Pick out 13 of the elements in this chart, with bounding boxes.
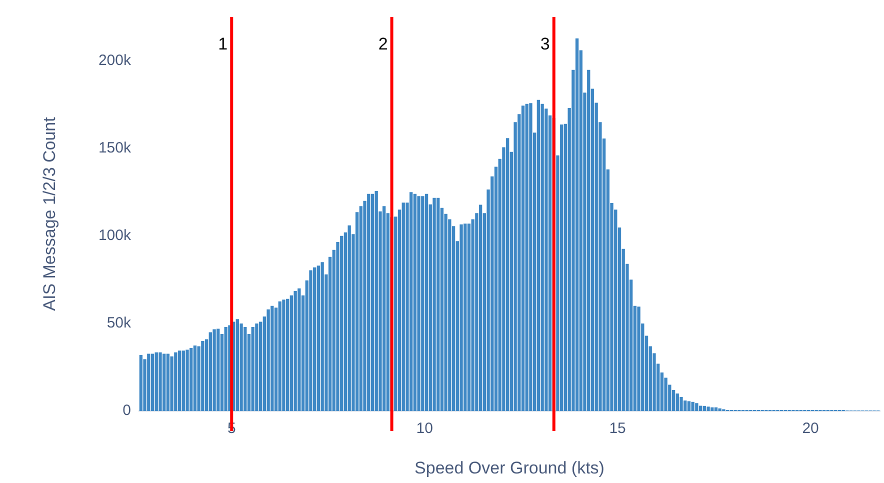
annotation: 1 [218,34,228,54]
x-axis-title: Speed Over Ground (kts) [414,458,604,478]
x-tick-label: 15 [609,420,626,438]
y-tick-label: 0 [122,402,131,420]
y-tick-label: 200k [98,52,132,69]
y-tick-label: 150k [98,139,132,156]
x-tick-label: 20 [802,420,819,438]
y-tick-label: 50k [106,314,132,332]
y-tick-label: 100k [98,227,132,244]
y-axis-title: AIS Message 1/2/3 Count [40,116,59,311]
annotation: 3 [540,34,550,54]
x-tick-label: 10 [416,420,433,438]
annotation: 2 [378,34,388,54]
